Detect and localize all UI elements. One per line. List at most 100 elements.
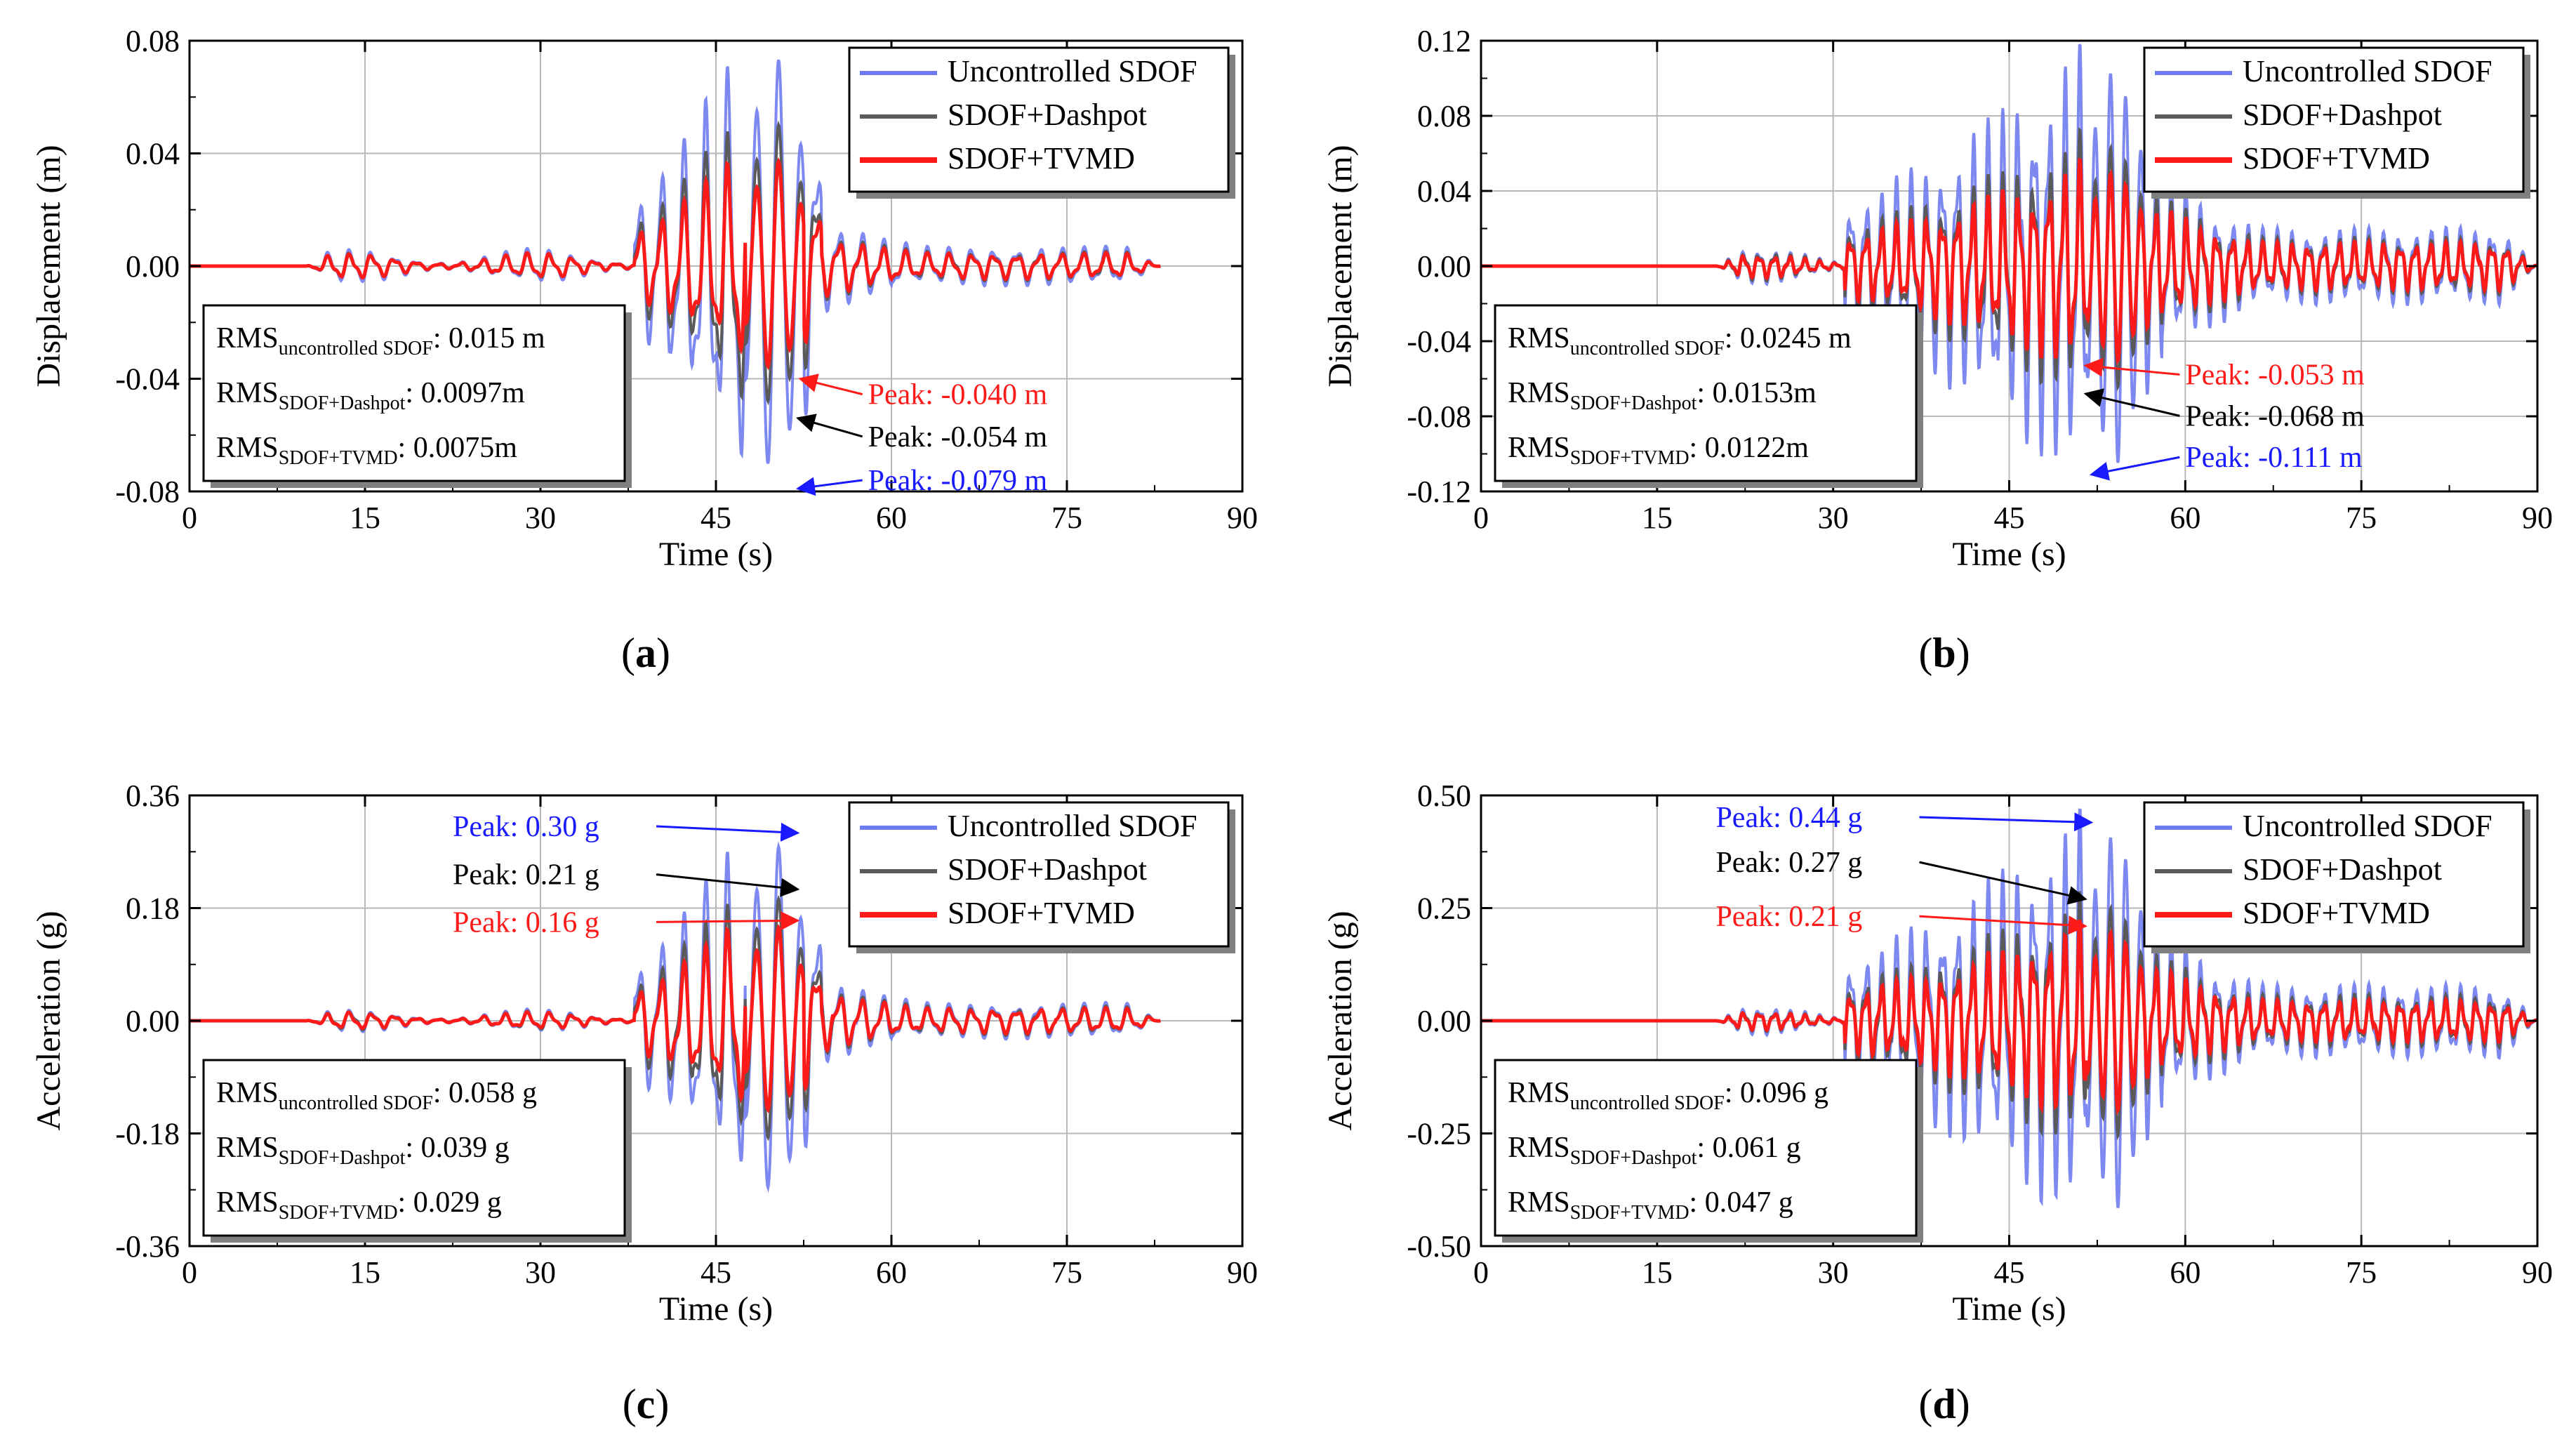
x-tick-label: 90 xyxy=(1227,1255,1258,1290)
caption-close-paren: ) xyxy=(656,630,670,676)
rms-value: : 0.096 g xyxy=(1725,1077,1828,1109)
rms-box xyxy=(202,1059,626,1237)
rms-prefix: RMS xyxy=(216,1077,279,1109)
y-tick-label: 0.00 xyxy=(1417,249,1471,284)
y-tick-label: -0.04 xyxy=(115,362,180,397)
rms-subscript: uncontrolled SDOF xyxy=(1570,1092,1725,1114)
y-tick-label: -0.25 xyxy=(1407,1117,1471,1151)
series-line-tvmd xyxy=(190,924,1161,1113)
rms-value: : 0.0245 m xyxy=(1725,322,1852,355)
rms-line: RMSuncontrolled SDOF: 0.058 g xyxy=(216,1077,537,1114)
x-tick-label: 0 xyxy=(1473,501,1489,535)
chart-panel-c: 0 15 30 45 60 75 90 -0.36 -0.18 0.00 0.18 0.36 Time … xyxy=(30,779,1258,1427)
x-axis-title: Time (s) xyxy=(1952,1290,2066,1328)
peak-annotation: Peak: -0.068 m xyxy=(2185,400,2365,432)
rms-prefix: RMS xyxy=(216,432,279,464)
rms-line: RMSSDOF+TVMD: 0.0075m xyxy=(216,432,517,469)
y-axis-title: Acceleration (g) xyxy=(30,911,67,1130)
x-tick-label: 30 xyxy=(525,1255,556,1290)
rms-value: : 0.0153m xyxy=(1697,377,1817,409)
legend-entry: SDOF+Dashpot xyxy=(948,852,1147,887)
y-tick-label: 0.04 xyxy=(126,137,180,171)
peak-annotation: Peak: -0.111 m xyxy=(2185,442,2363,474)
y-axis-title: Acceleration (g) xyxy=(1322,911,1359,1130)
rms-line: RMSSDOF+Dashpot: 0.0097m xyxy=(216,377,525,414)
y-tick-label: 0.00 xyxy=(1417,1004,1471,1038)
caption-close-paren: ) xyxy=(655,1381,669,1427)
x-tick-label: 15 xyxy=(350,501,380,535)
x-tick-label: 0 xyxy=(182,1255,197,1290)
x-tick-label: 0 xyxy=(1473,1255,1489,1290)
legend-entry: SDOF+Dashpot xyxy=(2243,852,2442,887)
peak-annotation: Peak: -0.053 m xyxy=(2185,359,2365,392)
rms-prefix: RMS xyxy=(1508,377,1570,409)
panel-caption: (b) xyxy=(1918,630,1970,676)
y-tick-label: 0.00 xyxy=(126,1004,180,1038)
legend-entry: SDOF+TVMD xyxy=(2243,141,2430,176)
rms-line: RMSSDOF+TVMD: 0.0122m xyxy=(1508,432,1809,469)
x-tick-label: 75 xyxy=(1051,1255,1082,1290)
y-tick-label: 0.08 xyxy=(126,24,180,58)
y-tick-label: 0.04 xyxy=(1417,174,1471,209)
rms-line: RMSSDOF+Dashpot: 0.0153m xyxy=(1508,377,1817,414)
y-tick-label: -0.04 xyxy=(1407,324,1471,359)
peak-annotation: Peak: 0.44 g xyxy=(1715,802,1862,834)
legend-entry: Uncontrolled SDOF xyxy=(948,54,1197,88)
y-axis-title: Displacement (m) xyxy=(1322,145,1359,387)
rms-value: : 0.029 g xyxy=(398,1186,502,1219)
peak-arrow xyxy=(1919,861,2087,905)
rms-line: RMSSDOF+Dashpot: 0.039 g xyxy=(216,1132,510,1169)
x-tick-label: 60 xyxy=(876,501,907,535)
x-tick-label: 30 xyxy=(1818,1255,1849,1290)
caption-letter: c xyxy=(637,1381,656,1427)
rms-line: RMSuncontrolled SDOF: 0.096 g xyxy=(1508,1077,1828,1114)
y-tick-label: 0.12 xyxy=(1417,24,1471,58)
legend-entry: SDOF+TVMD xyxy=(2243,896,2430,930)
rms-value: : 0.039 g xyxy=(405,1132,509,1164)
rms-subscript: SDOF+Dashpot xyxy=(1570,1147,1697,1169)
x-tick-label: 75 xyxy=(2346,501,2377,535)
peak-annotation: Peak: -0.040 m xyxy=(868,379,1048,411)
series-line-tvmd xyxy=(1481,919,2539,1116)
legend-entry: SDOF+Dashpot xyxy=(948,98,1147,132)
legend-entry: Uncontrolled SDOF xyxy=(2243,54,2492,88)
y-tick-label: 0.00 xyxy=(126,249,180,284)
rms-line: RMSSDOF+TVMD: 0.047 g xyxy=(1508,1186,1793,1224)
x-tick-label: 45 xyxy=(701,501,731,535)
x-axis-title: Time (s) xyxy=(1952,536,2066,573)
y-tick-label: -0.18 xyxy=(115,1117,180,1151)
series-line-tvmd xyxy=(1481,157,2539,366)
peak-annotation: Peak: -0.054 m xyxy=(868,421,1048,454)
x-tick-label: 90 xyxy=(1227,501,1258,535)
rms-prefix: RMS xyxy=(1508,1186,1570,1219)
rms-value: : 0.058 g xyxy=(433,1077,537,1109)
peak-annotation: Peak: -0.079 m xyxy=(868,465,1048,497)
peak-annotation: Peak: 0.21 g xyxy=(453,859,599,892)
x-tick-label: 75 xyxy=(2346,1255,2377,1290)
panel-caption: (c) xyxy=(623,1381,670,1427)
peak-arrow xyxy=(795,477,863,496)
peak-annotation: Peak: 0.21 g xyxy=(1715,901,1862,933)
x-tick-label: 0 xyxy=(182,501,197,535)
y-axis-title: Displacement (m) xyxy=(30,145,67,387)
rms-box xyxy=(202,304,626,482)
y-tick-label: 0.08 xyxy=(1417,99,1471,133)
caption-open-paren: ( xyxy=(621,630,635,676)
caption-open-paren: ( xyxy=(1918,1381,1932,1427)
x-tick-label: 45 xyxy=(1994,1255,2025,1290)
rms-subscript: SDOF+TVMD xyxy=(1570,447,1689,469)
rms-value: : 0.047 g xyxy=(1689,1186,1793,1219)
peak-arrow xyxy=(656,911,800,931)
x-tick-label: 60 xyxy=(876,1255,907,1290)
rms-prefix: RMS xyxy=(216,322,279,355)
chart-panel-a: 0 15 30 45 60 75 90 -0.08 -0.04 0.00 0.04 0.08 Time … xyxy=(30,24,1258,676)
rms-prefix: RMS xyxy=(1508,322,1570,355)
rms-line: RMSSDOF+Dashpot: 0.061 g xyxy=(1508,1132,1801,1169)
y-tick-label: 0.25 xyxy=(1417,892,1471,926)
y-tick-label: -0.08 xyxy=(1407,399,1471,434)
rms-subscript: SDOF+TVMD xyxy=(279,1202,398,1224)
peak-arrow xyxy=(798,373,863,396)
rms-prefix: RMS xyxy=(216,377,279,409)
peak-arrow xyxy=(2083,357,2180,377)
y-tick-label: -0.36 xyxy=(115,1229,180,1264)
